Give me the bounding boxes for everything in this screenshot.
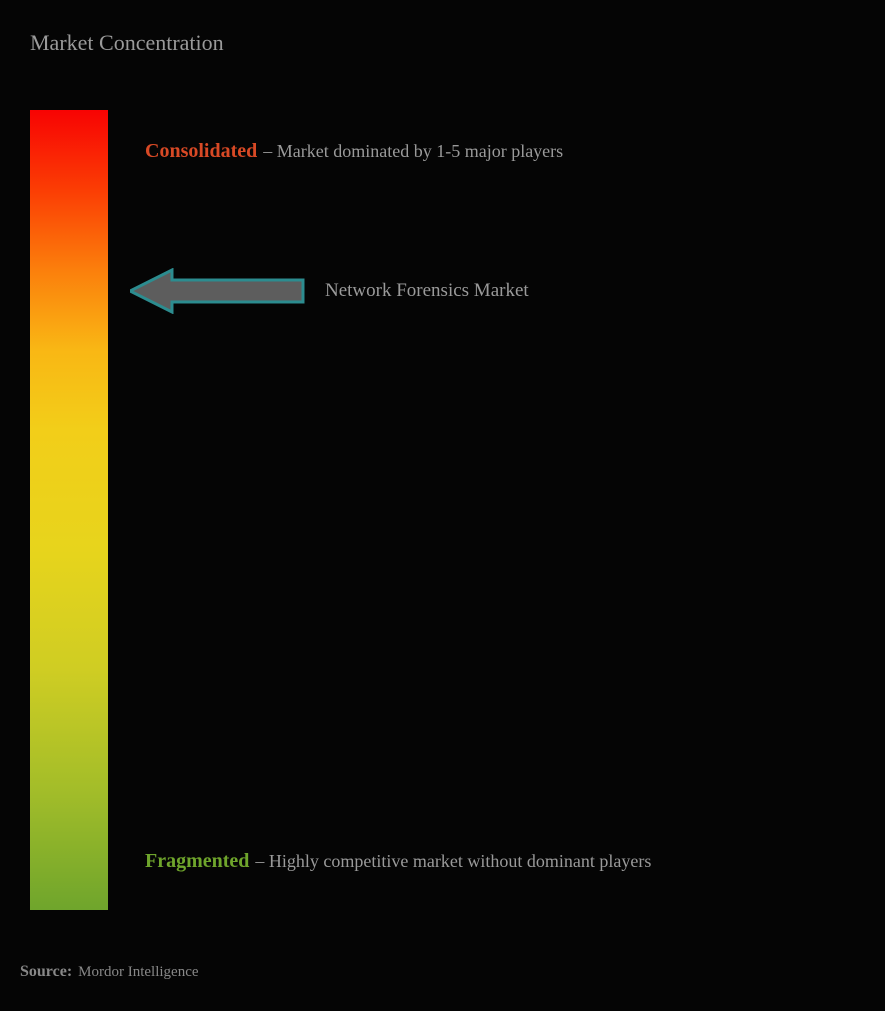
page-title: Market Concentration <box>30 30 224 56</box>
consolidated-title: Consolidated <box>145 140 257 163</box>
market-pointer-label: Network Forensics Market <box>325 280 529 302</box>
fragmented-desc: – Highly competitive market without domi… <box>255 851 651 872</box>
concentration-gradient-bar <box>30 110 108 910</box>
consolidated-label-row: Consolidated – Market dominated by 1-5 m… <box>145 140 563 163</box>
arrow-left-icon <box>130 268 305 314</box>
fragmented-label-row: Fragmented – Highly competitive market w… <box>145 850 651 873</box>
fragmented-title: Fragmented <box>145 850 249 873</box>
market-pointer: Network Forensics Market <box>130 268 529 314</box>
source-label: Source: <box>20 963 72 981</box>
consolidated-desc: – Market dominated by 1-5 major players <box>263 141 563 162</box>
source-text: Mordor Intelligence <box>78 964 198 981</box>
source-row: Source: Mordor Intelligence <box>20 963 199 981</box>
